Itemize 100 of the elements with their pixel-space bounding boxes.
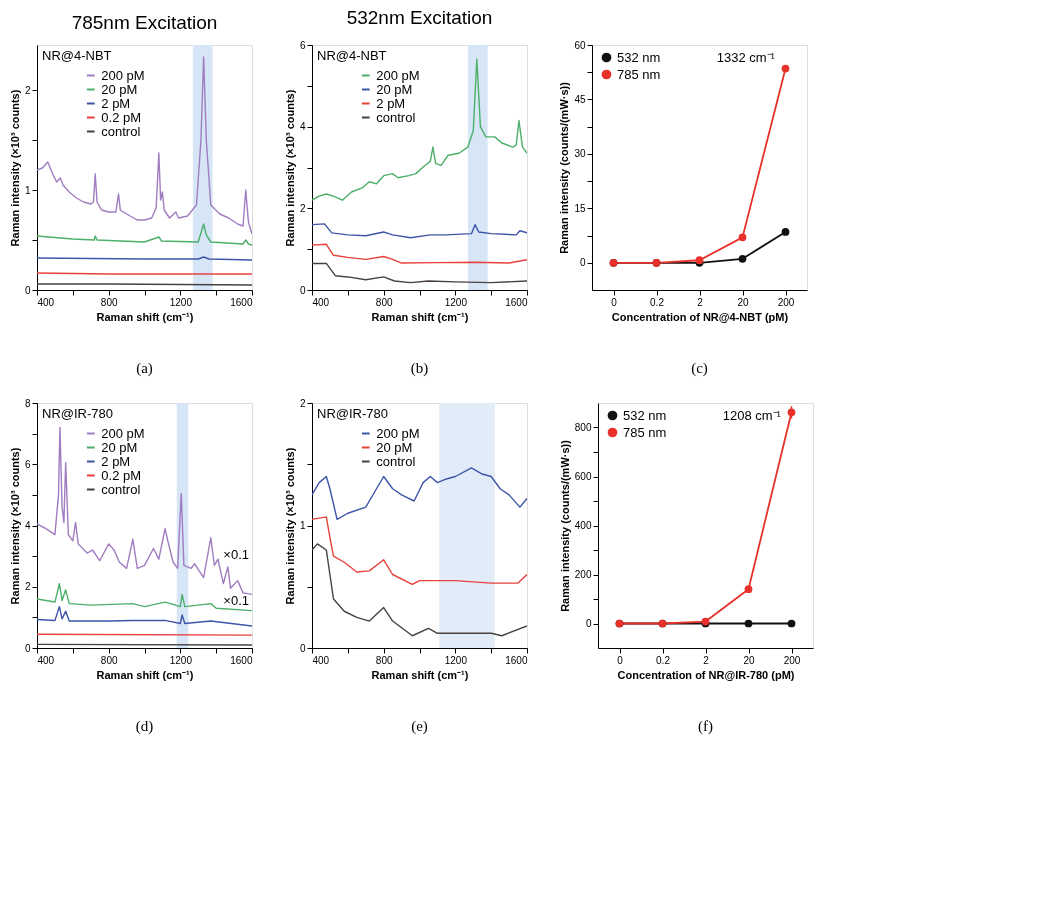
y-tick-label: 6 xyxy=(299,39,306,51)
legend-label: 532 nm xyxy=(623,407,667,423)
y-tick-label: 4 xyxy=(24,520,31,531)
y-tick-label: 0 xyxy=(24,642,31,654)
text: (a) xyxy=(136,360,153,377)
legend-label: 200 pM xyxy=(376,425,420,441)
x-tick-label: 800 xyxy=(100,296,118,308)
x-tick-label: 0 xyxy=(611,296,618,308)
x-tick-label: 400 xyxy=(37,296,55,308)
text: (b) xyxy=(410,360,429,377)
legend-label: 785 nm xyxy=(623,424,667,440)
x-tick-label: 1200 xyxy=(169,654,193,666)
legend-label: 200 pM xyxy=(101,425,145,441)
y-tick-label: 30 xyxy=(574,148,586,160)
x-tick-label: 800 xyxy=(100,654,118,666)
y-tick-label: 400 xyxy=(574,520,592,531)
point xyxy=(787,619,796,628)
y-tick-label: 1 xyxy=(299,520,306,531)
x-axis-title: Raman shift (cm⁻¹) xyxy=(96,668,194,681)
line-series xyxy=(37,605,252,627)
y-axis-title: Raman intensity (×10³ counts) xyxy=(8,447,21,605)
x-tick-label: 800 xyxy=(375,296,393,308)
point xyxy=(744,585,753,594)
y-tick-label: 0 xyxy=(299,284,306,296)
x-axis-title: Concentration of NR@4-NBT (pM) xyxy=(611,310,789,323)
y-tick-label: 800 xyxy=(574,422,592,433)
line-series xyxy=(37,582,252,612)
legend-label: 200 pM xyxy=(101,67,145,83)
annotation: ×0.1 xyxy=(223,593,249,609)
y-tick-label: 2 xyxy=(24,84,31,96)
text: (e) xyxy=(411,718,428,735)
chart-title: 785nm Excitation xyxy=(71,12,218,33)
y-tick-label: 2 xyxy=(299,202,306,214)
legend-label: 532 nm xyxy=(617,49,661,65)
y-tick-label: 2 xyxy=(24,581,31,593)
x-tick-label: 1600 xyxy=(230,296,253,308)
y-tick-label: 0 xyxy=(299,642,306,654)
line-series xyxy=(312,516,527,585)
point xyxy=(738,254,747,263)
y-axis-title: Raman intensity (×10³ counts) xyxy=(283,447,296,605)
x-tick-label: 1200 xyxy=(444,654,468,666)
x-tick-label: 20 xyxy=(737,296,749,308)
x-axis-title: Concentration of NR@IR-780 (pM) xyxy=(617,668,795,681)
x-tick-label: 400 xyxy=(312,654,330,666)
y-tick-label: 4 xyxy=(299,121,306,133)
y-tick-label: 0 xyxy=(579,257,586,269)
y-tick-label: 0 xyxy=(24,284,31,296)
x-tick-label: 400 xyxy=(312,296,330,308)
annotation: NR@4-NBT xyxy=(42,48,112,63)
y-tick-label: 1 xyxy=(24,184,31,196)
text: (d) xyxy=(135,718,154,735)
line-series xyxy=(37,223,252,246)
y-tick-label: 200 xyxy=(574,569,592,580)
x-tick-label: 20 xyxy=(743,654,755,666)
annotation: NR@IR-780 xyxy=(42,406,113,421)
point xyxy=(738,233,747,242)
annotation: ×0.1 xyxy=(223,546,249,562)
x-tick-label: 1200 xyxy=(169,296,193,308)
x-tick-label: 1600 xyxy=(505,296,528,308)
y-tick-label: 6 xyxy=(24,458,31,470)
x-tick-label: 1600 xyxy=(505,654,528,666)
x-axis-title: Raman shift (cm⁻¹) xyxy=(371,310,469,323)
text: (c) xyxy=(691,360,708,377)
chart-title: 532nm Excitation xyxy=(346,7,493,28)
line-series xyxy=(312,467,527,521)
y-tick-label: 2 xyxy=(299,397,306,409)
y-axis-title: Raman intensity (×10³ counts) xyxy=(283,89,296,247)
x-tick-label: 0 xyxy=(617,654,624,666)
y-tick-label: 60 xyxy=(574,39,586,51)
y-tick-label: 8 xyxy=(24,397,31,409)
y-tick-label: 15 xyxy=(574,202,586,214)
x-tick-label: 1600 xyxy=(230,654,253,666)
line-series xyxy=(312,543,527,637)
line-series xyxy=(312,262,527,284)
x-axis-title: Raman shift (cm⁻¹) xyxy=(96,310,194,323)
x-axis-title: Raman shift (cm⁻¹) xyxy=(371,668,469,681)
line-series xyxy=(312,243,527,264)
line-series xyxy=(312,223,527,239)
annotation: 1332 cm⁻¹ xyxy=(716,50,776,65)
legend-label: 200 pM xyxy=(376,67,420,83)
x-tick-label: 200 xyxy=(783,654,801,666)
text: (f) xyxy=(698,718,713,735)
x-tick-label: 1200 xyxy=(444,296,468,308)
point xyxy=(744,619,753,628)
legend-label: control xyxy=(101,123,141,139)
y-tick-label: 600 xyxy=(574,471,592,482)
y-tick-label: 45 xyxy=(574,93,586,105)
x-tick-label: 400 xyxy=(37,654,55,666)
annotation: NR@4-NBT xyxy=(317,48,387,63)
x-tick-label: 0.2 xyxy=(650,296,665,308)
y-axis-title: Raman intensity (counts/(mW·s)) xyxy=(558,439,571,612)
y-axis-title: Raman intensity (×10³ counts) xyxy=(8,89,21,247)
legend-label: control xyxy=(101,481,141,497)
x-tick-label: 0.2 xyxy=(656,654,671,666)
y-axis-title: Raman intensity (counts/(mW·s)) xyxy=(558,81,571,254)
x-tick-label: 800 xyxy=(375,654,393,666)
x-tick-label: 200 xyxy=(777,296,795,308)
legend-label: 785 nm xyxy=(617,66,661,82)
x-tick-label: 2 xyxy=(703,654,710,666)
annotation: NR@IR-780 xyxy=(317,406,388,421)
